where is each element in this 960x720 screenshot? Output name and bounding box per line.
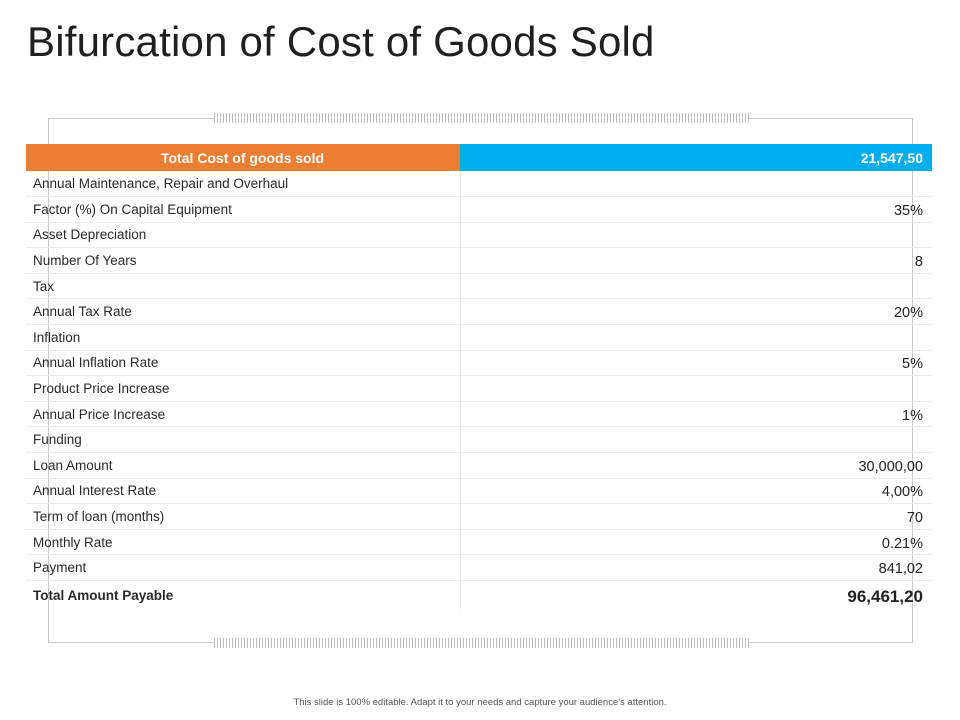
row-value	[460, 375, 932, 402]
table-row: Annual Tax Rate 20%	[26, 298, 932, 326]
header-value: 21,547,50	[460, 144, 932, 171]
row-label: Annual Inflation Rate	[26, 350, 461, 377]
table-row: Annual Price Increase 1%	[26, 401, 932, 428]
frame-hatch-top	[214, 113, 749, 123]
row-value: 35%	[460, 196, 932, 223]
table-row: Payment 841,02	[26, 554, 932, 581]
row-value: 841,02	[460, 554, 932, 581]
row-value: 70	[460, 503, 932, 530]
row-label: Annual Maintenance, Repair and Overhaul	[26, 171, 461, 198]
table-row: Monthly Rate 0.21%	[26, 529, 932, 556]
total-value: 96,461,20	[847, 587, 923, 607]
row-value	[460, 426, 932, 454]
table-header-row: Total Cost of goods sold 21,547,50	[26, 144, 932, 171]
page-title: Bifurcation of Cost of Goods Sold	[27, 18, 655, 65]
row-label: Annual Tax Rate	[26, 298, 461, 326]
table-row: Tax	[26, 273, 932, 300]
table-row: Annual Inflation Rate 5%	[26, 350, 932, 377]
row-label: Term of loan (months)	[26, 503, 461, 530]
row-label: Tax	[26, 273, 461, 300]
table-row: Annual Maintenance, Repair and Overhaul	[26, 171, 932, 198]
row-value	[460, 222, 932, 249]
table-row: Inflation	[26, 324, 932, 351]
row-value: 8	[460, 247, 932, 274]
footer-note: This slide is 100% editable. Adapt it to…	[293, 697, 667, 708]
table-row: Loan Amount 30,000,00	[26, 452, 932, 479]
table-row: Asset Depreciation	[26, 222, 932, 249]
row-label: Product Price Increase	[26, 375, 461, 402]
table-row: Product Price Increase	[26, 375, 932, 402]
table-row: Factor (%) On Capital Equipment 35%	[26, 196, 932, 223]
row-label: Payment	[26, 554, 461, 581]
table-row: Funding	[26, 426, 932, 454]
cost-of-goods-table: Total Cost of goods sold 21,547,50 Annua…	[26, 144, 932, 611]
row-label: Funding	[26, 426, 461, 454]
row-value	[460, 273, 932, 300]
table-row: Term of loan (months) 70	[26, 503, 932, 530]
table-row: Annual Interest Rate 4,00%	[26, 478, 932, 505]
row-label: Annual Interest Rate	[26, 478, 461, 505]
header-label: Total Cost of goods sold	[26, 144, 460, 171]
row-label: Number Of Years	[26, 247, 461, 274]
row-label: Annual Price Increase	[26, 401, 461, 428]
row-value: 1%	[460, 401, 932, 428]
frame-hatch-bottom	[214, 638, 749, 648]
row-label: Loan Amount	[26, 452, 461, 479]
row-value: 30,000,00	[460, 452, 932, 479]
row-value	[460, 324, 932, 351]
row-value: 4,00%	[460, 478, 932, 505]
table-row: Number Of Years 8	[26, 247, 932, 274]
row-label: Monthly Rate	[26, 529, 461, 556]
row-value: 0.21%	[460, 529, 932, 556]
table-total-row: Total Amount Payable 96,461,20	[26, 580, 932, 611]
total-label: Total Amount Payable	[26, 580, 461, 611]
row-label: Asset Depreciation	[26, 222, 461, 249]
row-label: Inflation	[26, 324, 461, 351]
row-value: 5%	[460, 350, 932, 377]
row-label: Factor (%) On Capital Equipment	[26, 196, 461, 223]
row-value: 20%	[460, 298, 932, 326]
row-value	[460, 171, 932, 198]
